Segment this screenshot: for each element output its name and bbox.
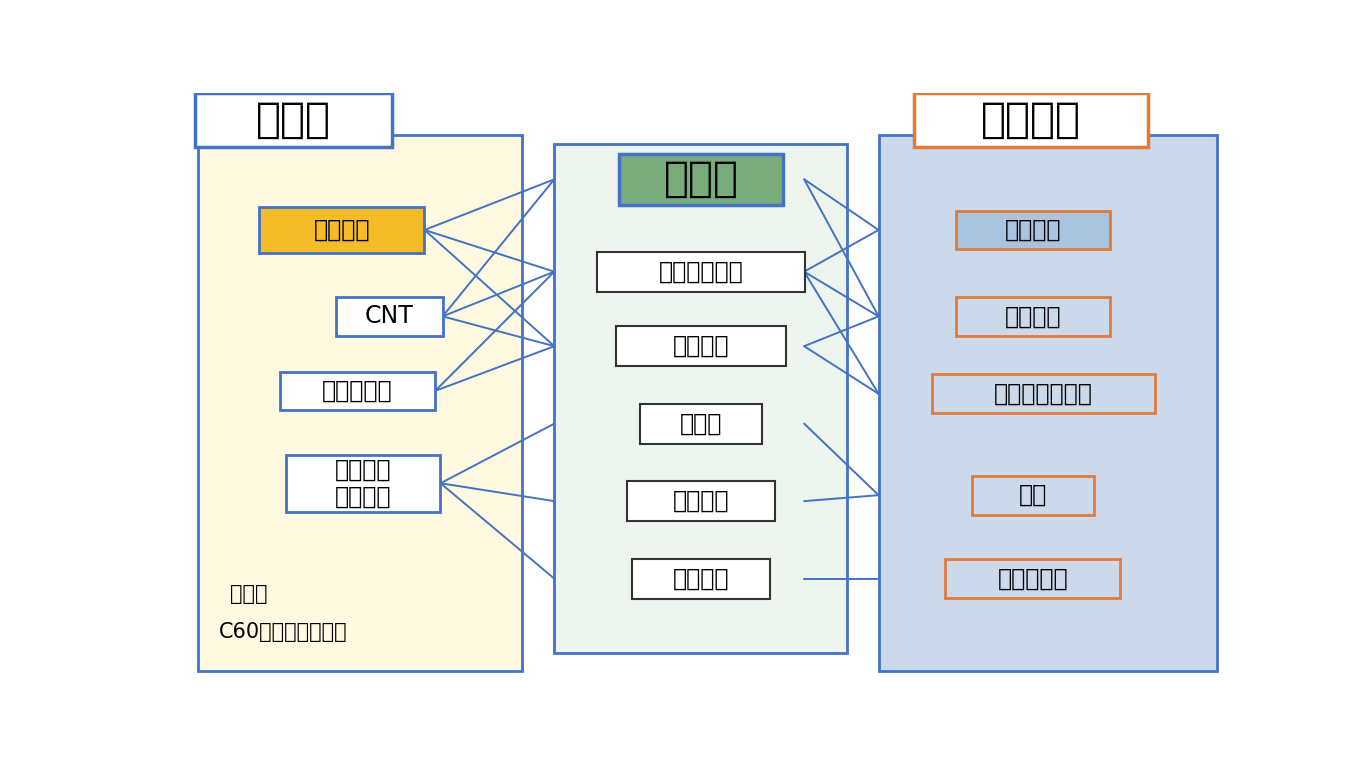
FancyBboxPatch shape [616,326,786,366]
Text: 炊素材: 炊素材 [257,99,331,141]
Text: ゴム: ゴム [1018,483,1047,507]
FancyBboxPatch shape [280,372,435,410]
Text: ポリマー: ポリマー [981,99,1081,141]
FancyBboxPatch shape [198,135,523,671]
Text: CNT: CNT [365,304,414,328]
Text: パッキン: パッキン [672,567,730,591]
Text: 活性炭: 活性炭 [230,584,268,604]
FancyBboxPatch shape [956,211,1110,249]
FancyBboxPatch shape [195,93,392,146]
FancyBboxPatch shape [945,560,1121,598]
Text: エポキシ: エポキシ [1004,218,1061,242]
FancyBboxPatch shape [627,481,775,521]
Text: エステル: エステル [1004,304,1061,328]
FancyBboxPatch shape [285,455,440,512]
Text: 炊素繊維: 炊素繊維 [313,218,370,242]
FancyBboxPatch shape [914,93,1147,146]
FancyBboxPatch shape [932,375,1155,413]
FancyBboxPatch shape [619,154,783,204]
Text: グラフェン: グラフェン [322,378,392,403]
Text: 構造体: 構造体 [664,159,738,200]
FancyBboxPatch shape [259,207,424,253]
Text: ワイパー: ワイパー [672,489,730,513]
Text: 透明アンテナ: 透明アンテナ [659,259,744,284]
FancyBboxPatch shape [336,297,443,336]
FancyBboxPatch shape [971,476,1093,515]
FancyBboxPatch shape [878,135,1217,671]
FancyBboxPatch shape [956,297,1110,336]
FancyBboxPatch shape [632,559,770,598]
FancyBboxPatch shape [639,404,763,444]
Text: 黒色塗料: 黒色塗料 [672,334,730,358]
Text: イミド、アミド: イミド、アミド [993,382,1093,406]
Text: カーボン
ブラック: カーボン ブラック [335,457,391,509]
FancyBboxPatch shape [554,143,847,653]
Text: フッ素ゴム: フッ素ゴム [997,567,1067,591]
Text: C60　グラファイト: C60 グラファイト [220,622,348,642]
FancyBboxPatch shape [597,252,805,292]
Text: タイヤ: タイヤ [681,412,722,436]
